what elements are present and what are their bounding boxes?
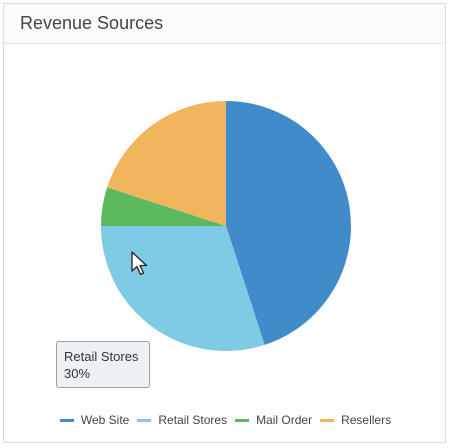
legend-label: Mail Order: [256, 413, 313, 427]
legend-item-mail-order[interactable]: Mail Order: [235, 413, 312, 427]
legend-label: Retail Stores: [158, 413, 228, 427]
legend-swatch: [320, 418, 335, 422]
legend-item-retail-stores[interactable]: Retail Stores: [137, 413, 227, 427]
tooltip-label: Retail Stores: [64, 349, 139, 364]
chart-legend: Web Site Retail Stores Mail Order Resellers: [0, 413, 451, 427]
legend-label: Resellers: [341, 413, 392, 427]
legend-swatch: [235, 418, 250, 422]
legend-label: Web Site: [80, 413, 130, 427]
legend-item-resellers[interactable]: Resellers: [320, 413, 391, 427]
legend-swatch: [59, 418, 74, 422]
legend-item-web-site[interactable]: Web Site: [59, 413, 130, 427]
pie-slice-retail-stores[interactable]: [101, 226, 265, 351]
card-header: Revenue Sources: [4, 4, 445, 44]
chart-tooltip: Retail Stores 30%: [56, 341, 150, 388]
mouse-pointer-icon: [131, 251, 148, 276]
pie-slice-web-site[interactable]: [226, 101, 351, 345]
pie-slice-mail-order[interactable]: [101, 187, 226, 226]
tooltip-value: 30%: [64, 366, 91, 381]
legend-swatch: [137, 418, 152, 422]
pie-slice-resellers[interactable]: [107, 101, 226, 226]
card-title: Revenue Sources: [20, 13, 164, 33]
